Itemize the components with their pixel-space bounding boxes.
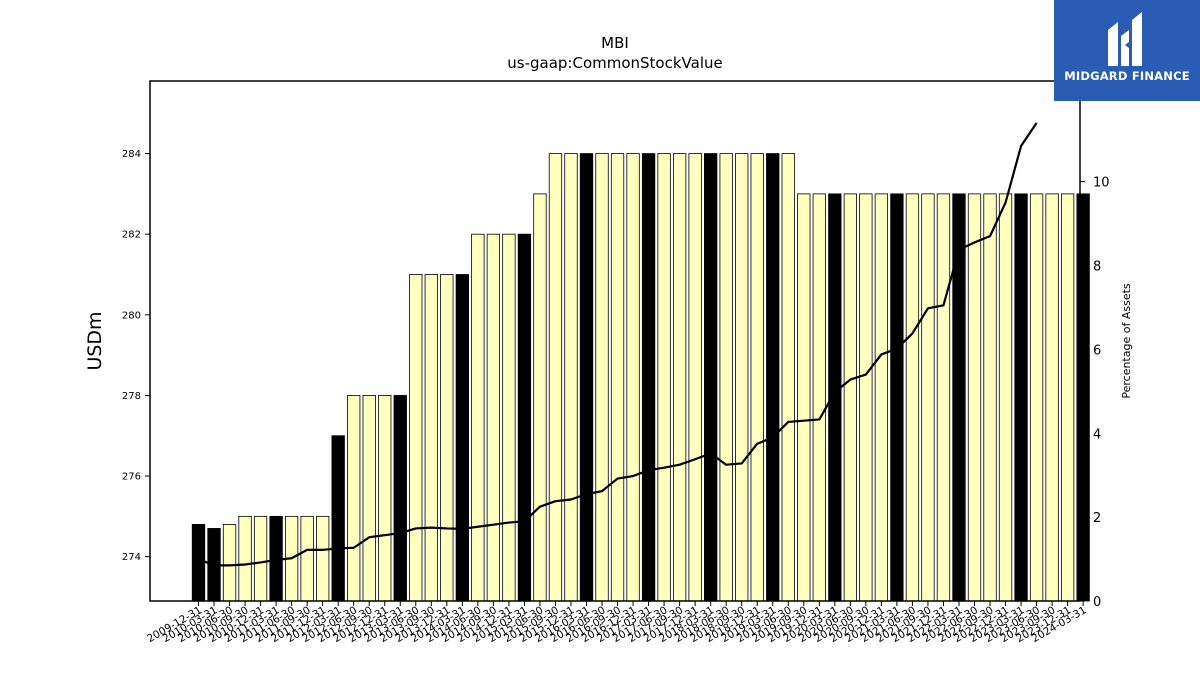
y2-tick-label: 10 [1093,176,1110,191]
bar [735,153,749,602]
bar [378,395,392,602]
logo: MIDGARD FINANCE [1054,0,1200,101]
bar [1014,193,1028,602]
y-axis-label: USDm [84,311,106,370]
bar [222,524,237,602]
y-tick-label: 276 [122,472,141,483]
bar [409,274,423,602]
bar [905,193,920,602]
bar [781,153,795,602]
bar [843,193,857,602]
bar [626,153,640,602]
bar [704,153,718,602]
y-tick-label: 284 [122,149,141,160]
bar [595,153,609,602]
bar [890,193,904,602]
bar [1060,193,1075,602]
bar [1029,193,1044,602]
bar [921,193,935,602]
bar [828,193,842,602]
bar [766,153,780,602]
chart-subtitle: us-gaap:CommonStockValue [507,54,722,72]
y2-tick-label: 4 [1093,427,1101,442]
y-tick-label: 278 [122,391,141,402]
bar [688,153,702,602]
bar [579,153,594,602]
bar [998,193,1013,602]
y2-tick-label: 6 [1093,343,1101,358]
bar [533,193,547,602]
bar [812,193,826,602]
bar [936,193,951,602]
bar [471,233,485,602]
line-group [198,122,1038,567]
y-tick-label: 274 [122,552,141,563]
bars-group [191,153,1090,602]
bar [517,233,532,602]
bar [347,395,361,602]
bar [1076,193,1090,602]
bar [983,193,997,602]
bar [331,435,345,602]
bar [253,515,268,602]
y2-tick-label: 8 [1093,260,1101,275]
bar [238,515,252,602]
y2-tick-label: 0 [1093,595,1101,610]
y2-tick-label: 2 [1093,511,1101,526]
bar [952,193,966,602]
bar [424,274,438,602]
plot-frame [149,80,1081,602]
midgard-logo-icon [1108,12,1142,66]
y-tick-label: 280 [122,310,141,321]
bar [672,153,687,602]
bar [455,274,469,602]
bar [610,153,625,602]
bar [191,524,206,602]
bar [502,233,516,602]
bar [548,153,563,602]
bar [1045,193,1059,602]
bar [750,153,764,602]
y2-axis-label: Percentage of Assets [1120,283,1133,399]
bar [440,274,454,602]
pct-assets-line [198,122,1038,567]
bar [316,515,330,602]
logo-text: MIDGARD FINANCE [1064,69,1190,83]
y-tick-label: 282 [122,230,141,241]
bar [874,193,889,602]
bar [564,153,578,602]
bar [859,193,873,602]
bar [362,395,376,602]
bar [393,395,407,602]
bar [641,153,656,602]
chart-title: MBI [601,34,629,52]
bar [719,153,733,602]
axes-group: 27427627828028228402468102009-12-312010-… [122,149,1110,645]
bar [486,233,501,602]
bar [797,193,811,602]
bar [657,153,671,602]
bar [967,193,982,602]
bar [300,515,314,602]
